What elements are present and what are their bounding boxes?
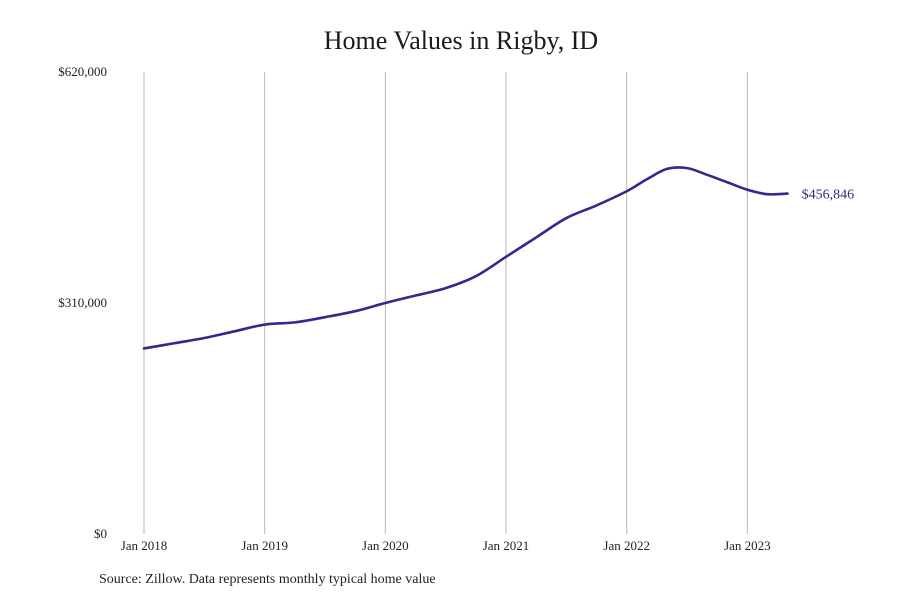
series-group [142, 166, 789, 350]
x-tick-label: Jan 2019 [241, 538, 288, 553]
series-line [142, 166, 789, 350]
y-axis-tick-labels: $620,000 $310,000 $0 [58, 64, 107, 541]
chart-title: Home Values in Rigby, ID [323, 26, 599, 55]
x-tick-label: Jan 2018 [121, 538, 168, 553]
x-tick-label: Jan 2022 [603, 538, 650, 553]
gridlines [143, 72, 748, 534]
end-value-label: $456,846 [802, 188, 855, 203]
annotations-group: $456,846 [802, 188, 855, 203]
y-tick-label: $620,000 [58, 64, 107, 79]
source-note: Source: Zillow. Data represents monthly … [99, 572, 436, 587]
x-tick-label: Jan 2020 [362, 538, 409, 553]
x-axis-tick-labels: Jan 2018 Jan 2019 Jan 2020 Jan 2021 Jan 2022… [121, 538, 771, 553]
y-tick-label: $0 [94, 526, 107, 541]
x-tick-label: Jan 2023 [724, 538, 771, 553]
x-tick-label: Jan 2021 [483, 538, 530, 553]
y-tick-label: $310,000 [58, 295, 107, 310]
